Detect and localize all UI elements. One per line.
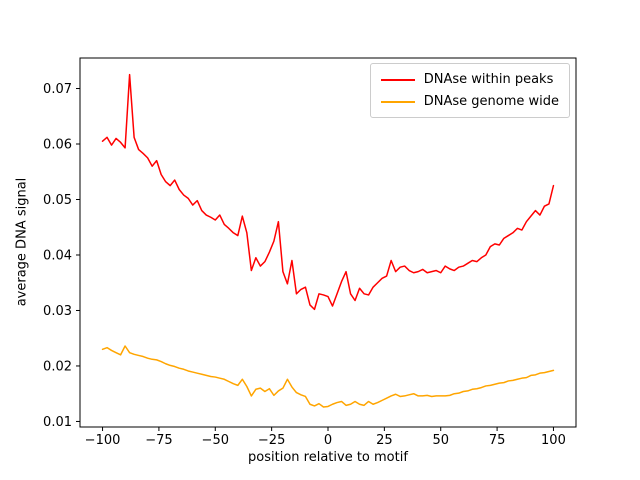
x-tick-label: 75: [489, 433, 506, 448]
legend-label: DNAse within peaks: [423, 72, 554, 87]
legend-label: DNAse genome wide: [423, 94, 559, 109]
y-tick-label: 0.02: [43, 359, 72, 374]
y-axis-label: average DNA signal: [14, 177, 30, 307]
x-tick-label: −25: [258, 433, 285, 448]
legend-line-swatch-red: [380, 78, 415, 81]
y-tick-label: 0.01: [43, 415, 72, 430]
y-tick-label: 0.03: [43, 304, 72, 319]
y-tick-label: 0.04: [43, 248, 72, 263]
x-tick-label: −75: [145, 433, 172, 448]
legend: DNAse within peaks DNAse genome wide: [369, 63, 570, 118]
y-tick-label: 0.05: [43, 193, 72, 208]
x-tick-label: 25: [376, 433, 393, 448]
legend-entry-dnase-within-peaks: DNAse within peaks: [380, 72, 559, 87]
legend-entry-dnase-genome-wide: DNAse genome wide: [380, 94, 559, 109]
x-tick-label: 50: [432, 433, 449, 448]
x-tick-label: 0: [324, 433, 332, 448]
series-line-0: [101, 73, 555, 311]
legend-line-swatch-orange: [380, 100, 415, 103]
x-tick-label: −100: [85, 433, 121, 448]
y-tick-label: 0.06: [43, 138, 72, 153]
series-line-1: [101, 345, 555, 408]
y-tick-label: 0.07: [43, 82, 72, 97]
x-axis-label: position relative to motif: [248, 450, 408, 465]
x-tick-label: 100: [541, 433, 566, 448]
x-tick-label: −50: [202, 433, 229, 448]
